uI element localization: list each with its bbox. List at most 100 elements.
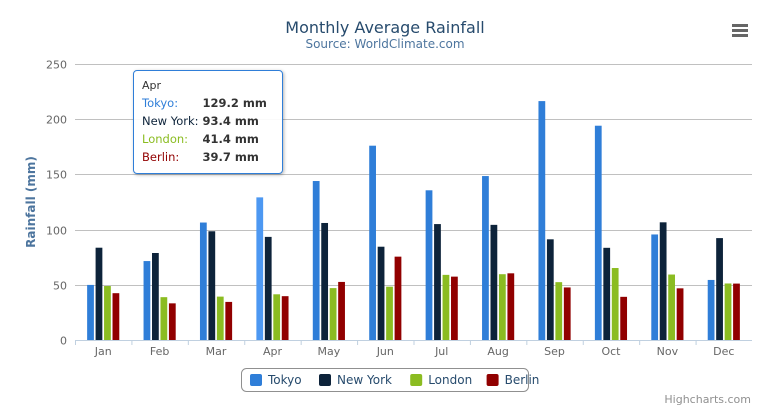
bar-berlin: [507, 273, 515, 340]
x-tick-label: Sep: [544, 345, 565, 358]
bar-berlin: [225, 301, 233, 340]
tooltip-series-name: Tokyo:: [142, 96, 179, 110]
bar-london: [555, 282, 563, 340]
tooltip-value: 93.4 mm: [202, 114, 259, 128]
y-tick-label: 0: [60, 335, 67, 348]
tooltip-value: 39.7 mm: [202, 150, 259, 164]
bar-tokyo: [707, 279, 715, 340]
bar-new-york: [716, 238, 723, 340]
bar-new-york: [377, 246, 385, 340]
x-tick-label: Jun: [376, 345, 394, 358]
tooltip-value: 41.4 mm: [202, 132, 259, 146]
x-tick-label: Oct: [601, 345, 621, 358]
legend-label: New York: [337, 373, 392, 387]
bar-new-york: [490, 224, 498, 340]
chart-subtitle: Source: WorldClimate.com: [305, 37, 464, 51]
x-tick-label: Nov: [657, 345, 679, 358]
bar-tokyo: [199, 222, 207, 340]
tooltip-row: New York: 93.4 mm: [142, 114, 267, 132]
bar-new-york: [603, 247, 611, 340]
legend-label: London: [428, 373, 472, 387]
bar-new-york: [546, 239, 554, 340]
bar-london: [611, 268, 619, 340]
bar-tokyo: [482, 176, 489, 340]
bar-berlin: [620, 296, 628, 340]
tooltip-row: Tokyo: 129.2 mm: [142, 96, 267, 114]
bar-berlin: [168, 303, 176, 340]
x-tick-label: Apr: [263, 345, 283, 358]
x-tick-label: Dec: [713, 345, 734, 358]
y-tick-label: 250: [46, 59, 67, 72]
legend-symbol: [410, 374, 423, 386]
tooltip-value: 129.2 mm: [202, 96, 267, 110]
x-tick-label: Jan: [94, 345, 112, 358]
chart-title: Monthly Average Rainfall: [285, 18, 484, 37]
bar-new-york: [321, 222, 329, 340]
bar-new-york: [208, 231, 216, 340]
bar-tokyo: [87, 284, 94, 340]
bar-new-york: [264, 236, 272, 340]
legend-symbol: [250, 374, 262, 386]
tooltip-series-name: New York:: [142, 114, 199, 128]
tooltip-series-name: London:: [142, 132, 189, 146]
bar-new-york: [434, 224, 441, 340]
credits-link[interactable]: Highcharts.com: [664, 393, 751, 406]
y-tick-label: 50: [53, 280, 67, 293]
tooltip-series-name: Berlin:: [142, 150, 180, 164]
tooltip: Apr Tokyo: 129.2 mm New York: 93.4 mm London…: [133, 70, 283, 174]
tooltip-header: Apr: [142, 79, 162, 92]
y-axis-title: Rainfall (mm): [24, 156, 38, 248]
bar-tokyo: [651, 234, 659, 340]
bar-new-york: [152, 253, 159, 340]
legend-box: [241, 368, 529, 392]
y-tick-label: 150: [46, 169, 67, 182]
bar-tokyo: [312, 181, 320, 340]
bar-berlin: [394, 256, 402, 340]
y-tick-label: 200: [46, 114, 67, 127]
bar-tokyo: [256, 197, 264, 340]
bar-london: [104, 286, 111, 340]
legend-symbol: [319, 374, 331, 386]
bar-berlin: [338, 281, 345, 340]
bar-tokyo: [594, 125, 602, 341]
bar-london: [498, 274, 506, 340]
bar-tokyo: [425, 190, 433, 340]
bar-new-york: [95, 247, 103, 340]
x-tick-label: Aug: [487, 345, 508, 358]
x-tick-label: Jul: [434, 345, 448, 358]
bar-london: [724, 283, 732, 340]
bar-berlin: [281, 296, 289, 340]
bar-berlin: [112, 293, 120, 340]
legend-item-tokyo[interactable]: Tokyo: [250, 373, 302, 387]
bar-berlin: [733, 283, 740, 340]
bar-tokyo: [538, 101, 546, 341]
y-tick-label: 100: [46, 225, 67, 238]
legend-symbol: [486, 374, 499, 386]
legend-label: Tokyo: [267, 373, 302, 387]
bar-london: [160, 297, 168, 340]
bar-tokyo: [143, 261, 151, 340]
legend-item-london[interactable]: London: [410, 373, 472, 387]
legend-label: Berlin: [505, 373, 540, 387]
bar-berlin: [563, 287, 571, 340]
bar-london: [386, 286, 393, 340]
x-tick-label: Mar: [206, 345, 227, 358]
hamburger-menu-icon[interactable]: [728, 18, 752, 40]
bar-london: [273, 294, 281, 340]
x-tick-label: Feb: [150, 345, 169, 358]
bar-berlin: [451, 276, 458, 340]
tooltip-row: London: 41.4 mm: [142, 132, 267, 150]
legend-item-berlin[interactable]: Berlin: [486, 373, 540, 387]
legend-item-new-york[interactable]: New York: [319, 373, 392, 387]
bar-london: [442, 274, 450, 340]
bar-london: [329, 288, 337, 340]
bar-london: [216, 296, 224, 340]
bar-berlin: [676, 288, 684, 340]
bar-tokyo: [369, 145, 376, 340]
tooltip-row: Berlin: 39.7 mm: [142, 150, 267, 168]
bar-london: [668, 274, 675, 340]
x-tick-label: May: [318, 345, 341, 358]
bar-new-york: [659, 222, 667, 340]
